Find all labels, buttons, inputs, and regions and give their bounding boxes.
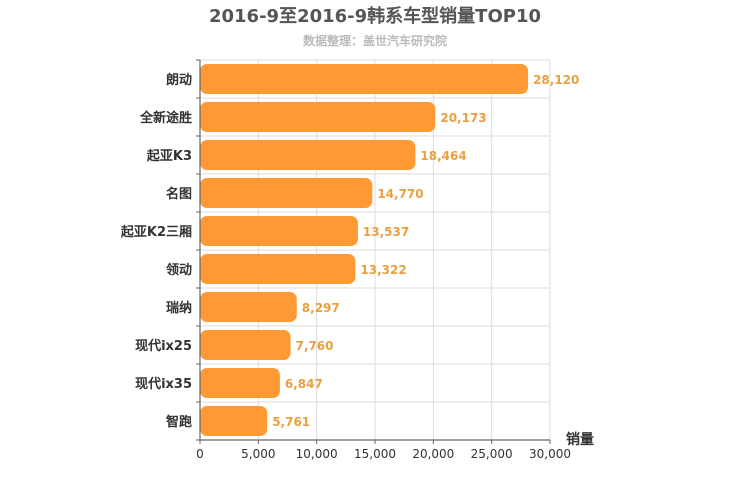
x-tick-label: 10,000 [296,447,338,461]
category-label: 全新途胜 [139,110,192,126]
x-tick-label: 15,000 [354,447,396,461]
x-tick-label: 5,000 [241,447,275,461]
x-tick-label: 30,000 [529,447,571,461]
bar [200,178,373,208]
x-tick-label: 0 [196,447,204,461]
category-label: 现代ix35 [135,376,192,392]
x-tick-label: 25,000 [471,447,513,461]
bar [200,292,297,322]
chart-title: 2016-9至2016-9韩系车型销量TOP10 [209,5,541,27]
category-label: 智跑 [166,414,192,430]
category-label: 起亚K2三厢 [120,224,192,240]
value-label: 18,464 [420,149,466,163]
value-label: 5,761 [272,415,310,429]
category-label: 瑞纳 [166,300,192,316]
labels: 朗动 28,120 全新途胜 20,173 起亚K3 18,464 名图 14,770 起亚K2… [120,72,580,461]
bar [200,216,358,246]
bar [200,406,268,436]
value-label: 13,322 [360,263,406,277]
category-label: 起亚K3 [146,148,192,164]
bar [200,140,416,170]
bars [200,64,529,436]
bar [200,254,356,284]
bar [200,102,436,132]
value-label: 13,537 [363,225,409,239]
chart-subtitle: 数据整理：盖世汽车研究院 [303,33,447,48]
value-label: 6,847 [285,377,323,391]
value-label: 28,120 [533,73,579,87]
axes [196,59,551,444]
bar [200,64,529,94]
bar [200,330,291,360]
x-axis-title: 销量 [566,431,594,448]
value-label: 14,770 [377,187,423,201]
category-label: 现代ix25 [135,338,192,354]
value-label: 7,760 [296,339,334,353]
category-label: 名图 [166,186,192,202]
value-label: 20,173 [440,111,486,125]
bar [200,368,280,398]
x-tick-label: 20,000 [412,447,454,461]
category-label: 朗动 [166,72,192,88]
category-label: 领动 [166,262,192,278]
value-label: 8,297 [302,301,340,315]
